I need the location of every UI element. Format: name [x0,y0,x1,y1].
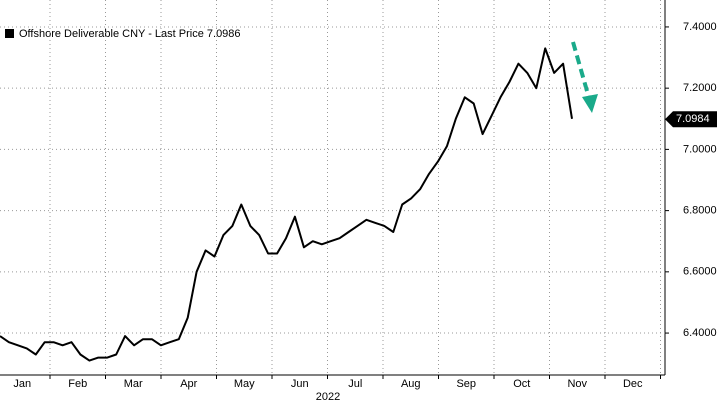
x-tick-label: Jun [291,378,309,390]
x-tick-label: Jan [13,378,31,390]
x-tick-label: Apr [180,378,197,390]
y-tick-label: 7.4000 [683,21,717,33]
y-tick-label: 6.6000 [683,266,717,278]
x-tick-label: Oct [513,378,530,390]
x-tick-label: Mar [124,378,143,390]
legend-text: Offshore Deliverable CNY - Last Price 7.… [19,28,241,40]
legend-swatch [5,29,14,38]
y-tick-label: 7.2000 [683,82,717,94]
x-tick-label: Feb [68,378,87,390]
trend-arrow [571,41,598,113]
y-tick-label: 6.4000 [683,327,717,339]
x-tick-label: Sep [456,378,476,390]
x-tick-label: Dec [623,378,643,390]
x-axis-label: 2022 [316,391,340,403]
price-line [0,47,573,362]
last-price-label: 7.0984 [676,113,710,125]
y-tick-label: 7.0000 [683,143,717,155]
y-tick-label: 6.8000 [683,205,717,217]
x-tick-label: May [234,378,255,390]
x-tick-label: Jul [348,378,362,390]
last-price-box [665,111,717,128]
x-tick-label: Aug [401,378,421,390]
x-tick-label: Nov [567,378,587,390]
